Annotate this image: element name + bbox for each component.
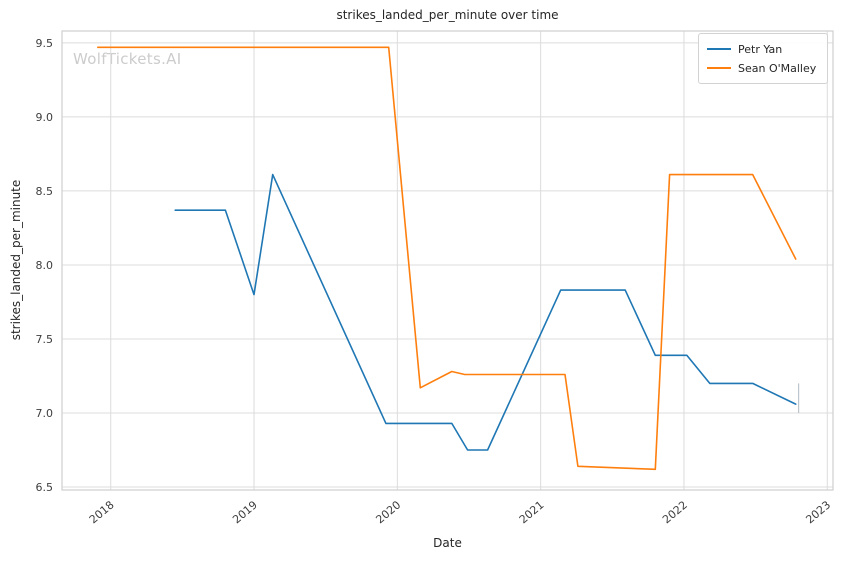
y-tick-label: 6.5 — [36, 481, 54, 494]
x-tick-label: 2019 — [230, 498, 260, 526]
legend-line-sample — [707, 48, 731, 50]
y-tick-label: 9.5 — [36, 37, 54, 50]
y-tick-label: 8.5 — [36, 185, 54, 198]
x-axis-label: Date — [433, 536, 462, 550]
legend-label: Petr Yan — [738, 42, 783, 56]
legend-item: Petr Yan — [707, 41, 819, 57]
legend-line-sample — [707, 67, 731, 69]
x-tick-label: 2020 — [373, 498, 403, 526]
x-tick-label: 2021 — [517, 498, 547, 526]
y-tick-label: 8.0 — [36, 259, 54, 272]
legend-item: Sean O'Malley — [707, 60, 819, 76]
x-tick-label: 2018 — [87, 498, 117, 526]
axes-spines — [61, 30, 834, 491]
series-line-0 — [174, 173, 797, 451]
y-tick-label: 9.0 — [36, 111, 54, 124]
watermark: WolfTickets.AI — [73, 50, 182, 68]
chart-title: strikes_landed_per_minute over time — [336, 8, 559, 22]
y-tick-label: 7.0 — [36, 407, 54, 420]
legend-label: Sean O'Malley — [738, 61, 817, 75]
legend: Petr Yan Sean O'Malley — [698, 33, 828, 84]
x-tick-label: 2023 — [803, 498, 833, 526]
series-line-1 — [97, 46, 797, 471]
y-axis-label: strikes_landed_per_minute — [9, 179, 23, 341]
y-tick-label: 7.5 — [36, 333, 54, 346]
x-tick-label: 2022 — [660, 498, 690, 526]
